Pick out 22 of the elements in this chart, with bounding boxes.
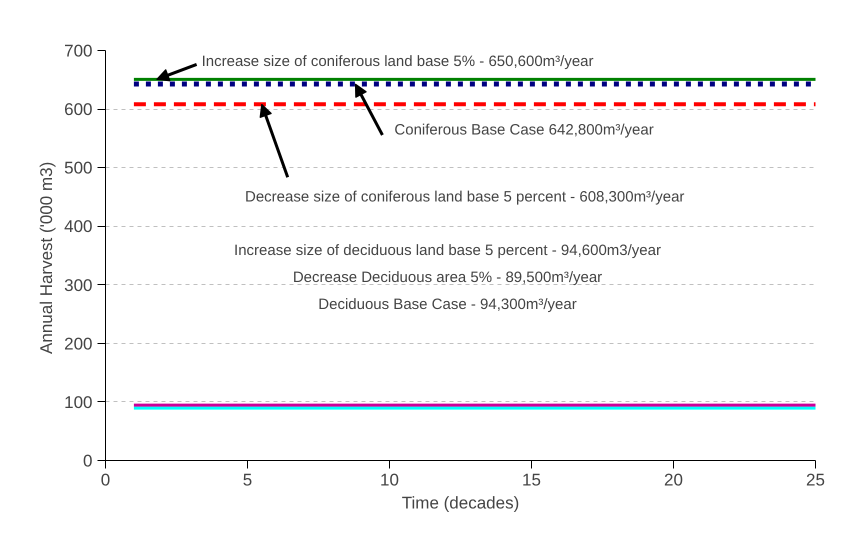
y-tick-label: 100 — [64, 392, 93, 412]
x-tick-label: 0 — [100, 470, 110, 490]
annotation: Deciduous Base Case - 94,300m³/year — [318, 296, 577, 313]
x-tick-label: 20 — [664, 470, 683, 490]
x-axis-title: Time (decades) — [402, 494, 520, 512]
x-tick-label: 5 — [242, 470, 252, 490]
y-tick-label: 400 — [64, 217, 93, 236]
y-tick-label: 700 — [64, 42, 93, 60]
annotation: Decrease size of coniferous land base 5 percent - 608,300m³/year — [244, 188, 684, 206]
annotation: Increase size of coniferous land base 5% - 650,600m³/year — [202, 52, 594, 70]
annotation: Decrease Deciduous area 5% - 89,500m³/year — [292, 269, 602, 286]
y-tick-label: 200 — [64, 334, 93, 354]
y-axis-title: Annual Harvest ('000 m3) — [37, 162, 56, 354]
y-tick-label: 300 — [64, 276, 93, 295]
x-tick-label: 25 — [806, 470, 825, 490]
x-tick-label: 15 — [522, 470, 541, 490]
annotation: Coniferous Base Case 642,800m³/year — [394, 122, 654, 139]
annotation: Increase size of deciduous land base 5 percent - 94,600m3/year — [234, 242, 661, 259]
y-tick-label: 500 — [64, 158, 93, 178]
x-tick-label: 10 — [380, 470, 399, 490]
y-tick-label: 600 — [64, 100, 93, 120]
y-tick-label: 0 — [83, 452, 93, 470]
